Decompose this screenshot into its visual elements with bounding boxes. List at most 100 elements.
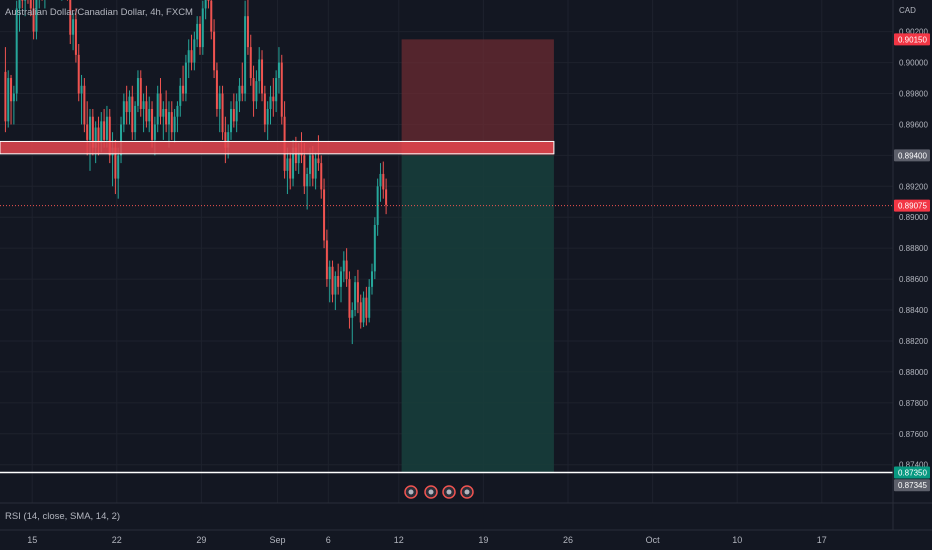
candle-body [354,282,357,311]
stop-price-label: 0.90150 [898,35,927,44]
price-tick-label: 0.89600 [899,120,928,129]
time-tick-label: 22 [112,535,122,545]
symbol-title: Australian Dollar/Canadian Dollar, 4h, F… [5,7,193,18]
candle-body [125,101,128,113]
candle-body [162,108,165,117]
candle-body [193,39,196,63]
candle-body [131,96,134,133]
candle-body [105,116,108,140]
event-icon[interactable] [442,485,456,499]
candle-body [339,271,342,287]
candle-body [72,19,75,35]
candle-body [376,186,379,225]
candle-body [179,85,182,106]
price-tick-label: 0.88000 [899,368,928,377]
target-price-label-secondary: 0.87345 [898,481,927,490]
candle-body [151,108,154,140]
candle-body [272,96,275,102]
candle-body [142,101,145,109]
candle-body [210,0,213,32]
candle-body [184,62,187,94]
event-icon[interactable] [424,485,438,499]
price-tick-label: 0.87400 [899,461,928,470]
event-icon[interactable] [404,485,418,499]
candle-body [128,96,131,113]
candle-body [320,163,323,190]
time-axis[interactable]: 15 22 29 Sep 6 12 19 26 Oct 10 17 [27,535,827,545]
candle-body [204,0,207,9]
candle-body [10,78,13,102]
candle-body [190,50,193,63]
candle-body [156,93,159,125]
candle-body [263,93,266,125]
candle-body [232,108,235,122]
candle-body [120,124,123,156]
time-tick-label: 17 [817,535,827,545]
event-icons[interactable] [404,485,474,499]
target-price-label-secondary-bg [894,479,930,492]
candle-body [207,0,210,1]
candle-body [136,78,139,106]
candle-body [246,16,249,48]
candle-body [139,78,142,109]
currency-label: CAD [899,6,916,15]
position-zones [401,39,554,473]
time-tick-label: 29 [196,535,206,545]
candle-body [77,54,80,94]
candle-body [89,116,92,140]
price-tick-label: 0.87600 [899,430,928,439]
candle-body [230,108,233,133]
candle-body [342,260,345,272]
candle-body [91,116,94,148]
candle-body [244,16,247,94]
candle-body [167,112,170,125]
candle-body [114,147,117,179]
candle-body [289,158,292,179]
candle-body [196,23,199,40]
candle-body [35,0,38,32]
candle-body [286,158,289,171]
candle-body [294,147,297,164]
time-tick-label: 15 [27,535,37,545]
candle-body [145,101,148,122]
candle-body [261,59,264,94]
entry-price-label: 0.89400 [898,151,927,160]
time-tick-label: 6 [326,535,331,545]
target-price-label: 0.87350 [898,468,927,477]
stop-loss-zone[interactable] [401,39,554,156]
candle-body [187,50,190,63]
candle-body [325,240,328,280]
candle-body [365,297,368,318]
candle-body [368,286,371,318]
candle-body [306,173,309,187]
candle-body [83,85,86,125]
price-tick-label: 0.88600 [899,275,928,284]
candle-body [4,71,7,122]
candle-body [159,93,162,117]
candle-body [213,31,216,71]
candle-body [356,282,359,303]
candle-body [379,173,382,187]
candle-body [382,173,385,190]
price-axis[interactable]: 0.90200 0.90000 0.89800 0.89600 0.89400 0.892… [894,28,930,492]
candle-body [308,155,311,174]
resistance-zone[interactable] [0,140,555,155]
candle-body [269,96,272,109]
candle-body [134,105,137,133]
time-tick-label: 12 [394,535,404,545]
rsi-indicator-label[interactable]: RSI (14, close, SMA, 14, 2) [5,511,120,522]
candle-body [24,0,27,1]
event-icon[interactable] [460,485,474,499]
price-tick-label: 0.89800 [899,90,928,99]
candle-body [303,155,306,187]
candle-body [21,0,24,1]
candle-body [148,108,151,122]
candle-body [94,127,97,148]
candle-body [97,127,100,144]
candle-body [373,224,376,272]
candle-body [198,23,201,48]
take-profit-zone[interactable] [401,155,554,473]
candle-body [241,85,244,94]
candle-body [323,189,326,241]
